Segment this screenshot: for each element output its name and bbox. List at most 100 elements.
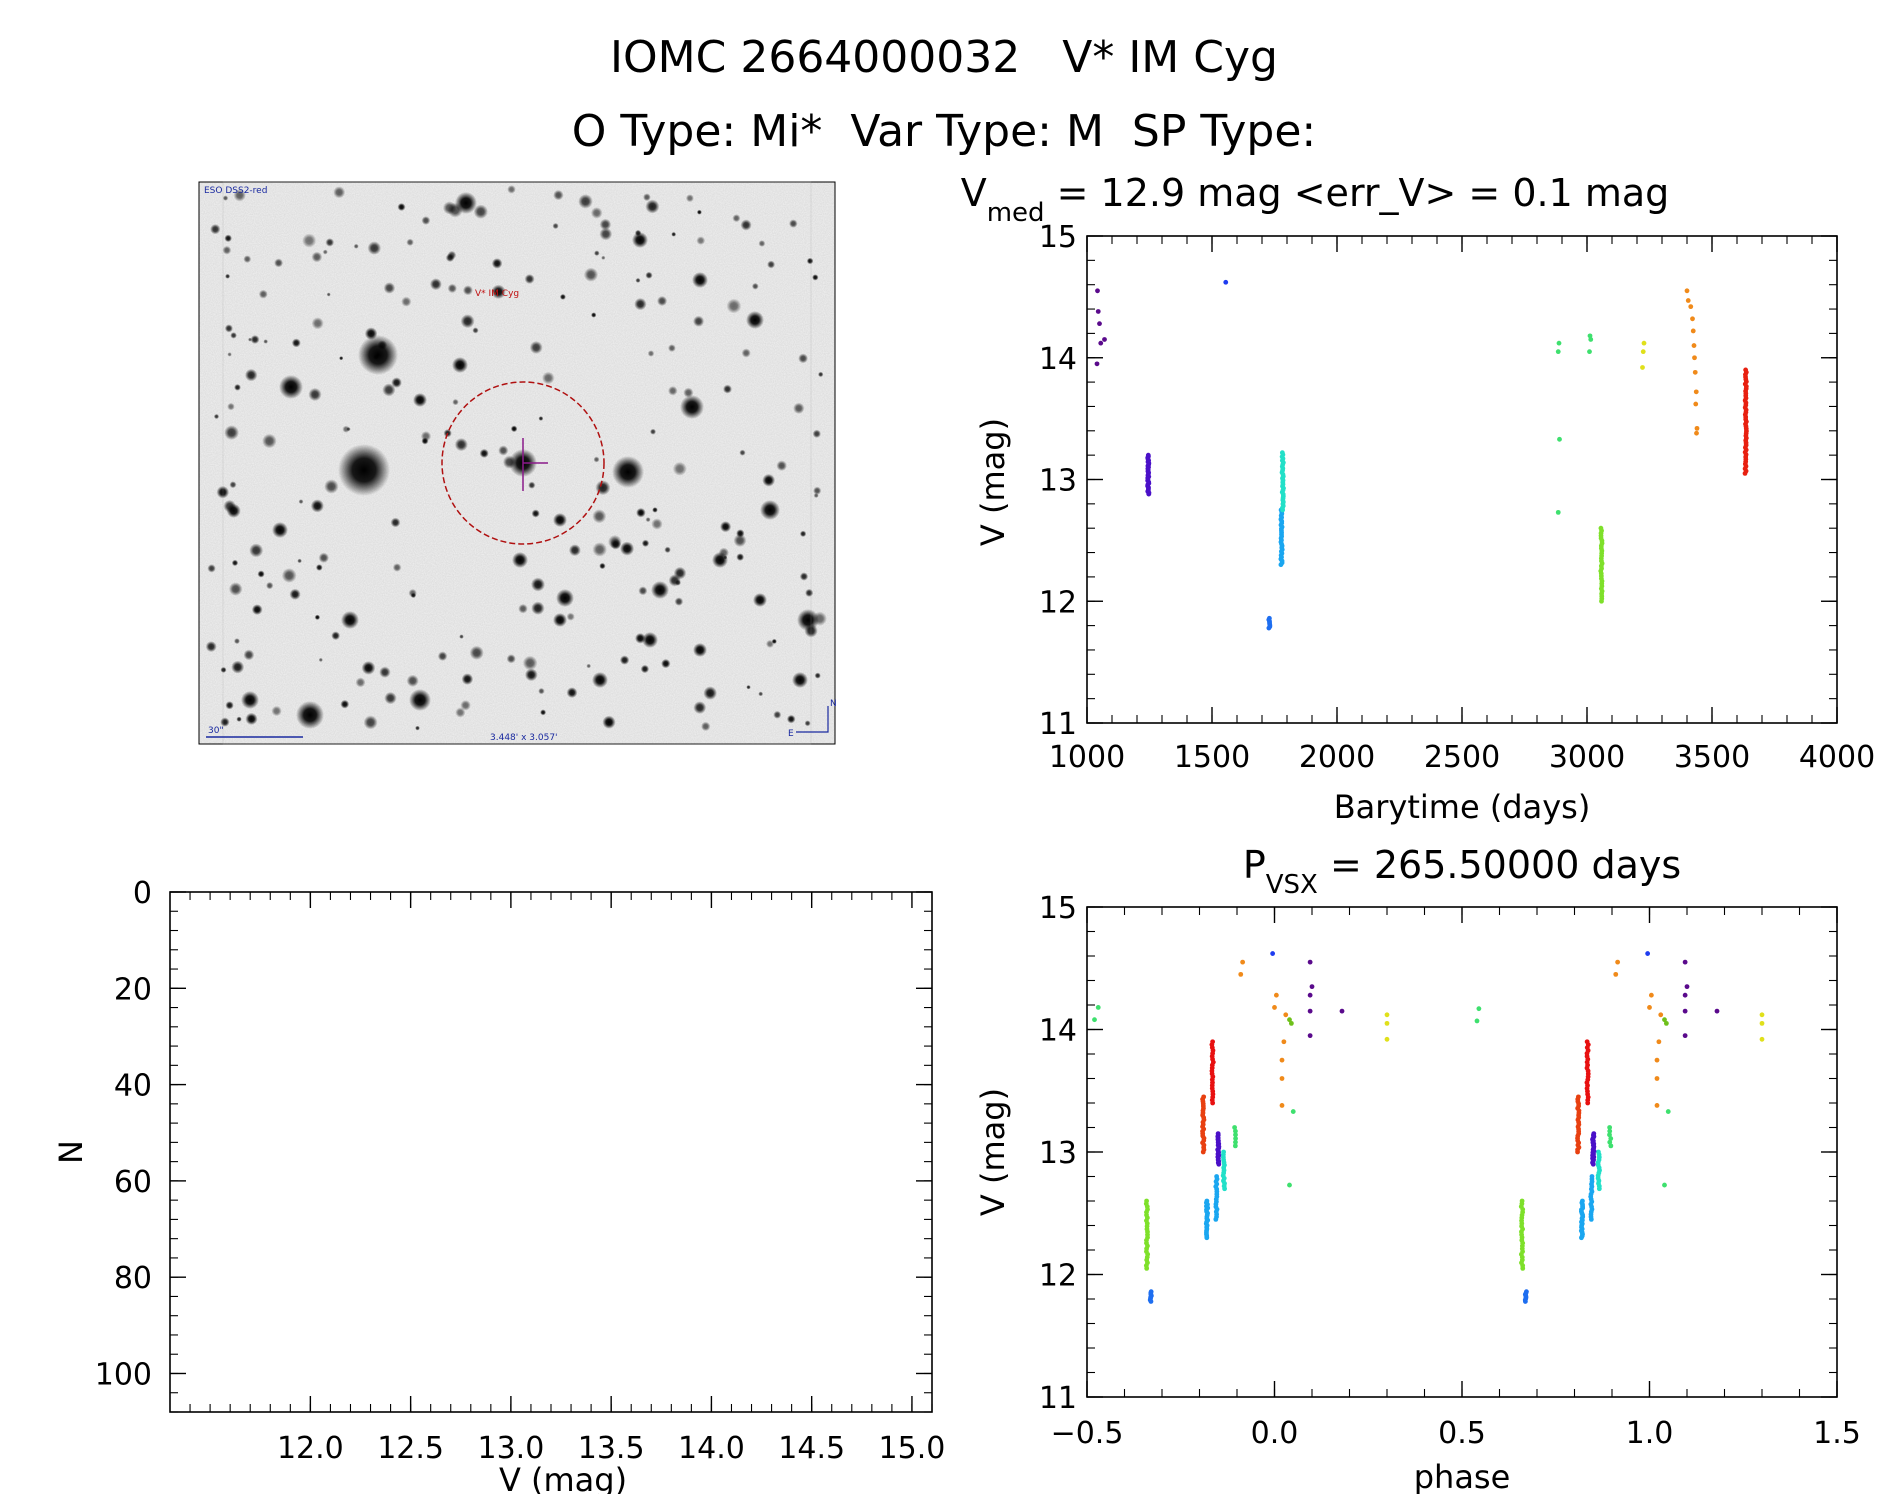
data-point <box>1307 959 1313 965</box>
data-point <box>1287 1017 1292 1023</box>
data-point <box>1233 1132 1238 1138</box>
size-label: 3.448' x 3.057' <box>490 733 558 743</box>
page-title: IOMC 2664000032 V* IM Cyg <box>610 32 1278 83</box>
data-point <box>1682 1033 1688 1039</box>
data-point <box>1743 367 1749 373</box>
data-point <box>1692 369 1698 375</box>
data-point <box>1232 1143 1238 1149</box>
data-point <box>1221 1149 1226 1155</box>
data-point <box>1608 1143 1614 1149</box>
data-point <box>1692 355 1697 361</box>
data-point <box>1309 984 1315 990</box>
data-point <box>1232 1125 1237 1130</box>
histogram-xlabel: V (mag) <box>499 1461 627 1494</box>
data-point <box>1283 1012 1289 1018</box>
data-point <box>1690 328 1696 334</box>
y-tick-label: 80 <box>114 1261 152 1296</box>
data-point <box>1290 1109 1296 1114</box>
x-tick-label: 2000 <box>1299 740 1375 775</box>
x-tick-label: 13.0 <box>477 1431 544 1466</box>
data-point <box>1270 951 1276 956</box>
data-point <box>1682 1008 1688 1014</box>
y-tick-label: 12 <box>1039 585 1077 620</box>
data-point <box>1608 1136 1614 1141</box>
finder-image: ESO DSS2-red V* IM Cyg 30" 3.448' x 3.05… <box>198 181 837 745</box>
data-point <box>1144 1198 1149 1204</box>
data-point <box>1654 1103 1660 1108</box>
data-point <box>1281 1039 1287 1045</box>
data-point <box>1092 1017 1097 1023</box>
data-point <box>1615 959 1621 965</box>
y-tick-label: 11 <box>1039 707 1077 742</box>
lightcurve-title: Vmed = 12.9 mag <err_V> = 0.1 mag <box>961 171 1670 228</box>
data-point <box>1279 450 1285 456</box>
compass-north-label: N <box>830 699 837 709</box>
x-tick-label: 1.0 <box>1626 1416 1674 1451</box>
y-tick-label: 100 <box>95 1357 152 1392</box>
y-tick-label: 13 <box>1039 1136 1077 1171</box>
data-point <box>1384 1020 1390 1026</box>
phase-ylabel: V (mag) <box>974 1088 1012 1216</box>
svg-text:PVSX = 265.50000 days: PVSX = 265.50000 days <box>1243 843 1681 900</box>
compass-east-label: E <box>788 729 794 739</box>
x-tick-label: 3500 <box>1674 740 1750 775</box>
data-point <box>1607 1139 1613 1145</box>
data-point <box>1095 288 1100 294</box>
data-point <box>1148 1289 1154 1295</box>
x-tick-label: 12.0 <box>277 1431 344 1466</box>
x-tick-label: 4000 <box>1799 740 1875 775</box>
data-point <box>1214 1174 1220 1179</box>
data-point <box>1307 1033 1313 1039</box>
data-point <box>1204 1198 1210 1204</box>
data-point <box>1640 349 1646 355</box>
y-tick-label: 13 <box>1039 464 1077 499</box>
data-point <box>1474 1018 1480 1024</box>
data-point <box>1584 1039 1590 1045</box>
histogram-plot: 12.0 12.5 13.0 13.5 14.0 14.5 15.0 0 20 40 60 80 100 <box>95 876 946 1466</box>
y-tick-label: 20 <box>114 972 152 1007</box>
star-field <box>205 185 827 732</box>
data-point <box>1759 1020 1765 1026</box>
data-point <box>1145 452 1151 458</box>
phase-title: PVSX = 265.50000 days <box>1243 843 1681 900</box>
data-point <box>1339 1008 1345 1014</box>
data-point <box>1654 1057 1660 1063</box>
data-point <box>1688 304 1694 310</box>
data-point <box>1647 1005 1652 1010</box>
y-tick-label: 14 <box>1039 342 1077 377</box>
data-point <box>1556 340 1562 346</box>
histogram-ylabel: N <box>52 1140 90 1164</box>
lightcurve-plot: 1000 1500 2000 2500 3000 3500 4000 11 12 13 14 15 <box>1039 220 1875 775</box>
data-point <box>1576 1094 1581 1100</box>
data-point <box>1272 1005 1277 1010</box>
data-point <box>1682 959 1688 965</box>
target-circle <box>441 381 605 545</box>
x-tick-label: 2500 <box>1424 740 1500 775</box>
data-point <box>1555 349 1561 355</box>
x-tick-label: 1000 <box>1049 740 1125 775</box>
data-point <box>1587 349 1592 355</box>
x-tick-label: 12.5 <box>377 1431 444 1466</box>
lightcurve-ylabel: V (mag) <box>974 418 1012 546</box>
y-tick-label: 14 <box>1039 1014 1077 1049</box>
data-point <box>1641 340 1647 346</box>
y-tick-label: 15 <box>1039 220 1077 255</box>
y-tick-label: 0 <box>133 876 152 911</box>
data-point <box>1759 1036 1765 1042</box>
x-tick-label: 0.0 <box>1251 1416 1299 1451</box>
data-point <box>1684 984 1690 990</box>
data-point <box>1098 340 1104 346</box>
data-point <box>1519 1198 1525 1204</box>
data-point <box>1694 430 1699 436</box>
x-tick-label: 3000 <box>1549 740 1625 775</box>
x-tick-label: 15.0 <box>879 1431 946 1466</box>
page-subtitle: O Type: Mi* Var Type: M SP Type: <box>572 106 1317 157</box>
data-point <box>1267 615 1272 621</box>
data-point <box>1233 1128 1238 1134</box>
data-point <box>1596 1149 1601 1155</box>
data-point <box>1693 401 1699 407</box>
y-tick-label: 40 <box>114 1069 152 1104</box>
data-point <box>1682 992 1688 998</box>
data-point <box>1654 1076 1660 1081</box>
